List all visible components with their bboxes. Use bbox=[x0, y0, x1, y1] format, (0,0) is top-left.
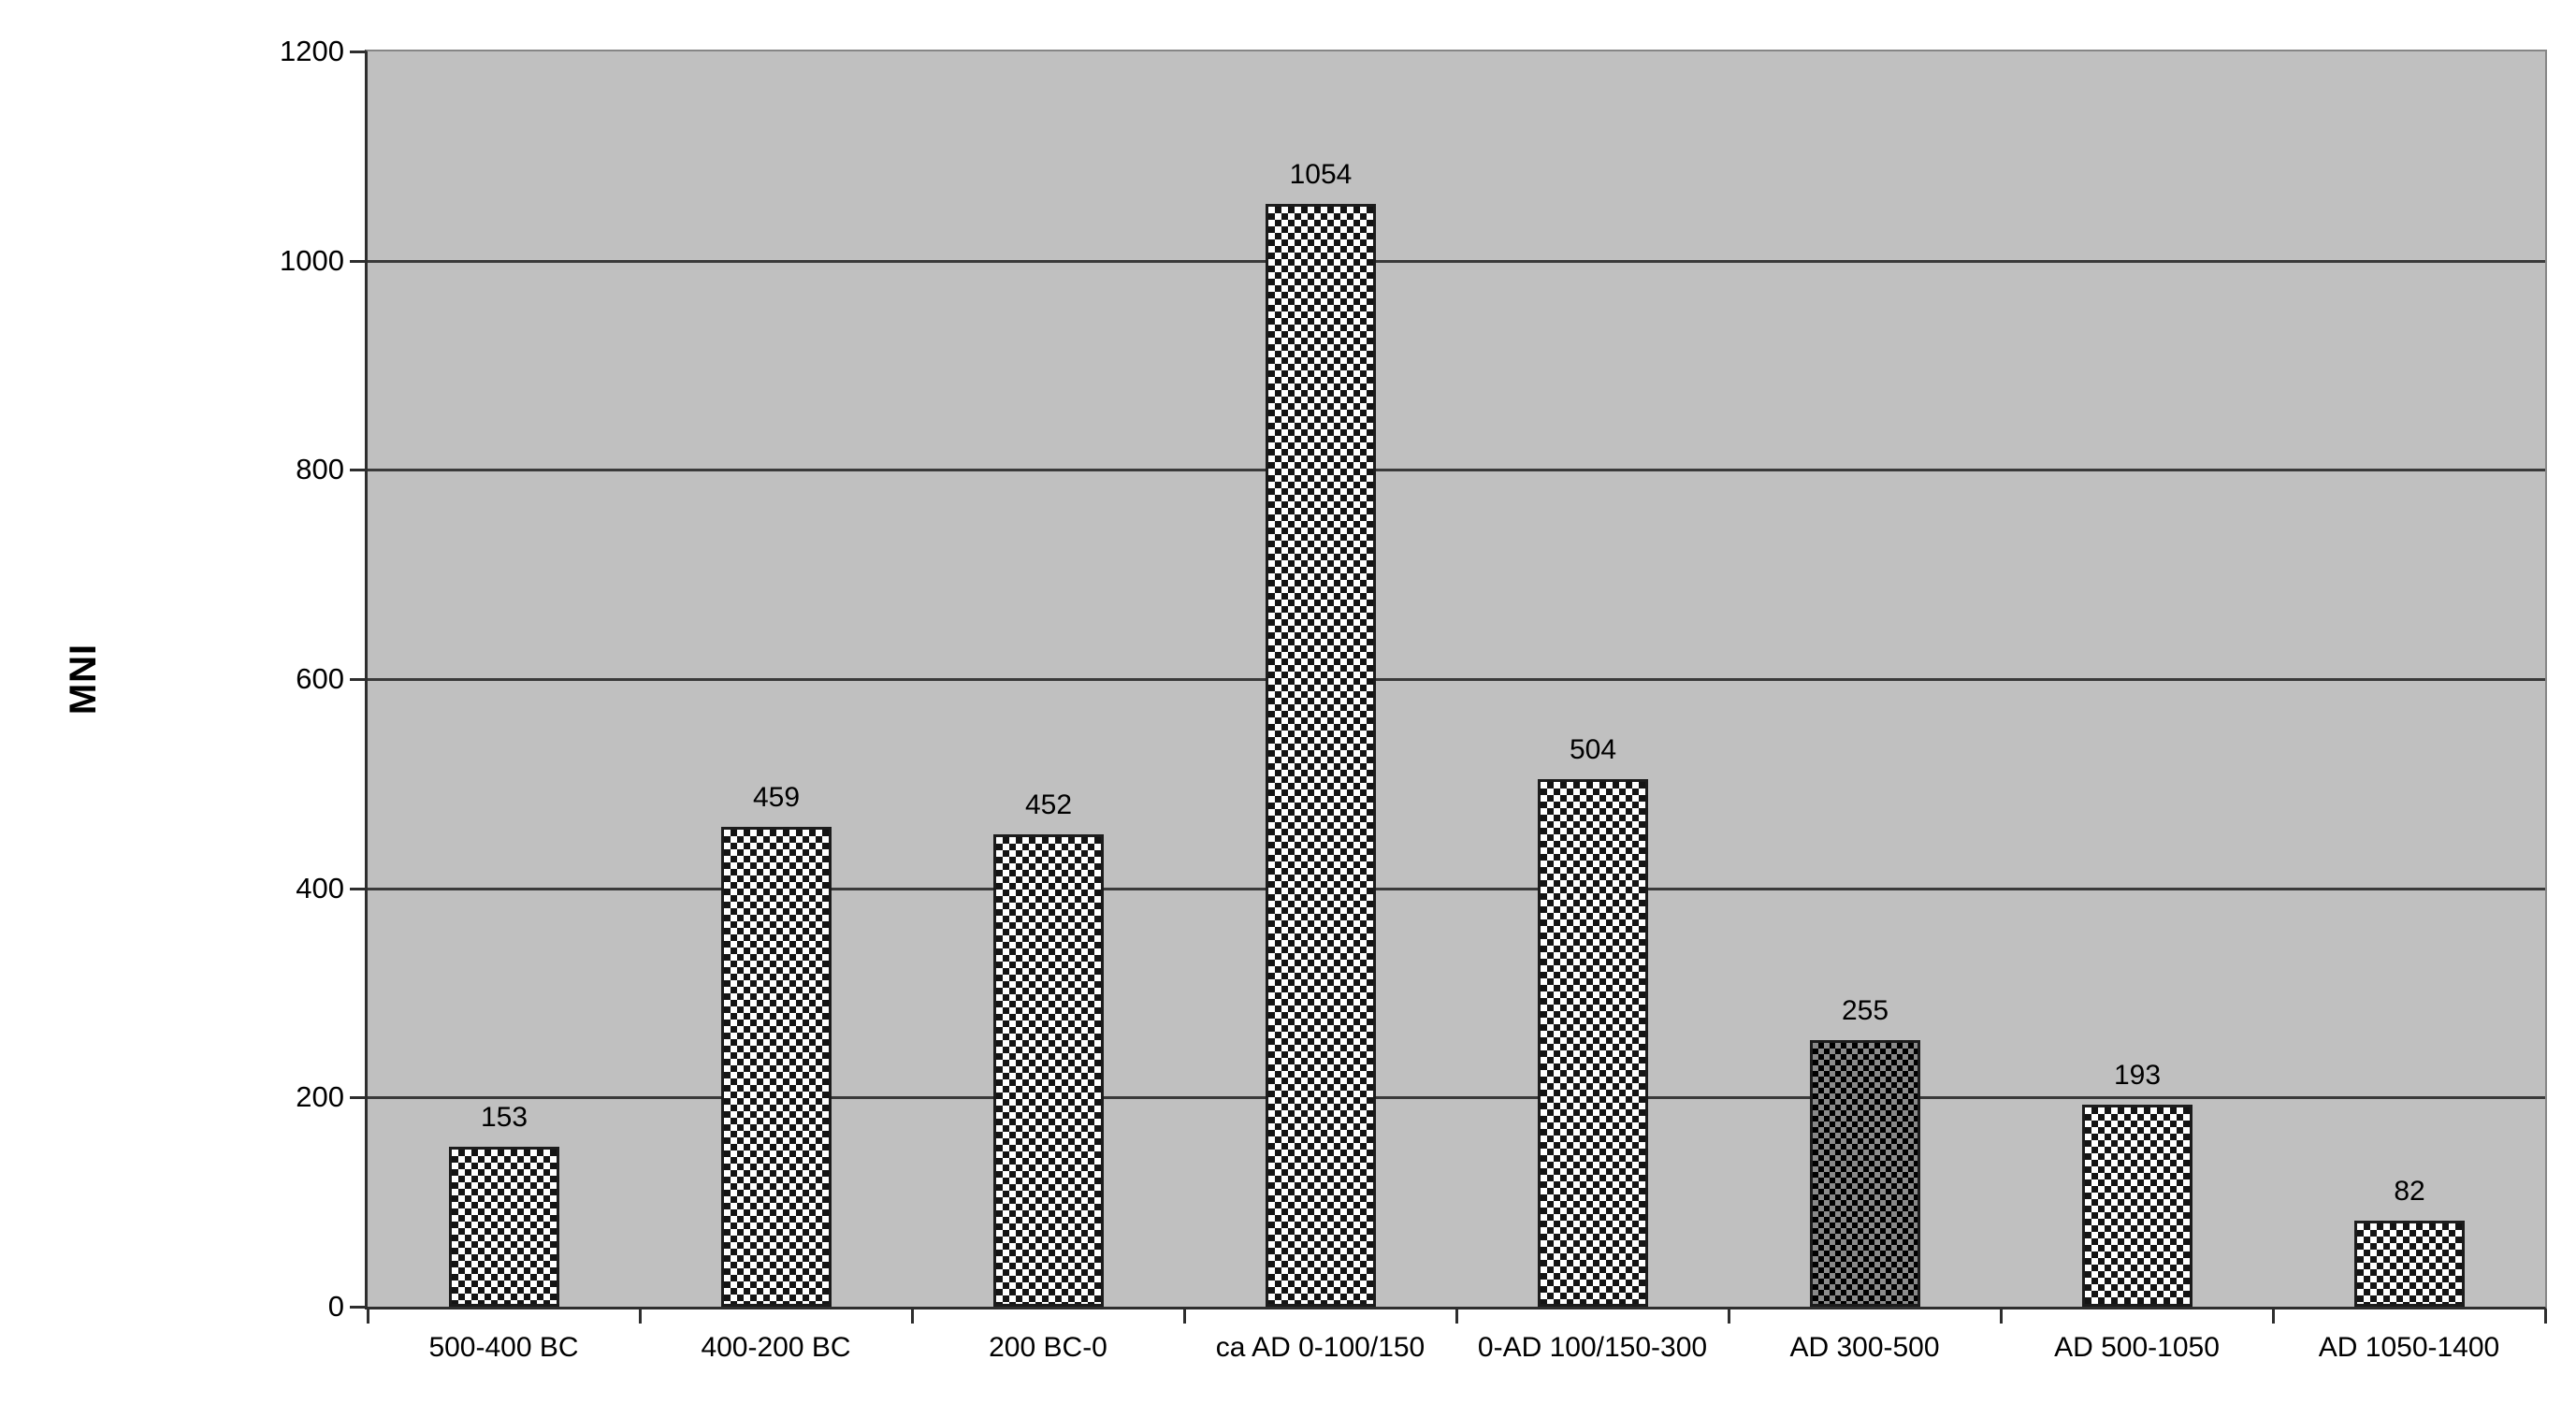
bar-value-label: 459 bbox=[752, 782, 801, 813]
gridline-800 bbox=[368, 469, 2545, 471]
ytick-label-0: 0 bbox=[327, 1290, 344, 1323]
bar-500-400 BC bbox=[449, 1147, 559, 1307]
xtick-mark-3 bbox=[1183, 1309, 1186, 1324]
bar-value-label: 504 bbox=[1569, 734, 1617, 765]
xtick-mark-1 bbox=[639, 1309, 642, 1324]
ytick-label-200: 200 bbox=[296, 1080, 344, 1113]
xcat-label: 400-200 BC bbox=[701, 1332, 851, 1363]
xtick-mark-6 bbox=[2000, 1309, 2003, 1324]
ytick-mark-1200 bbox=[350, 51, 365, 53]
xcat-label: 200 BC-0 bbox=[989, 1332, 1107, 1363]
xcat-label: 0-AD 100/150-300 bbox=[1477, 1332, 1708, 1363]
bar-value-label: 452 bbox=[1024, 789, 1073, 820]
xtick-mark-2 bbox=[911, 1309, 914, 1324]
bar-AD 300-500 bbox=[1810, 1040, 1920, 1307]
ytick-label-1000: 1000 bbox=[280, 244, 344, 277]
bar-400-200 BC bbox=[721, 827, 832, 1307]
ytick-mark-400 bbox=[350, 888, 365, 890]
ytick-mark-800 bbox=[350, 469, 365, 471]
xcat-label: 500-400 BC bbox=[428, 1332, 579, 1363]
ytick-label-1200: 1200 bbox=[280, 35, 344, 67]
gridline-200 bbox=[368, 1096, 2545, 1099]
gridline-400 bbox=[368, 888, 2545, 890]
ytick-label-800: 800 bbox=[296, 453, 344, 485]
gridline-1000 bbox=[368, 260, 2545, 263]
bar-value-label: 255 bbox=[1841, 995, 1889, 1026]
bar-ca AD 0-100/150 bbox=[1266, 204, 1376, 1307]
xcat-label: AD 500-1050 bbox=[2054, 1332, 2220, 1363]
ytick-mark-0 bbox=[350, 1306, 365, 1309]
ytick-mark-1000 bbox=[350, 260, 365, 263]
xtick-mark-8 bbox=[2544, 1309, 2547, 1324]
bar-AD 500-1050 bbox=[2082, 1105, 2192, 1307]
xcat-label: AD 1050-1400 bbox=[2318, 1332, 2500, 1363]
gridline-600 bbox=[368, 678, 2545, 681]
ytick-label-400: 400 bbox=[296, 872, 344, 904]
xtick-mark-0 bbox=[367, 1309, 369, 1324]
xtick-mark-5 bbox=[1728, 1309, 1730, 1324]
xcat-label: AD 300-500 bbox=[1789, 1332, 1940, 1363]
bar-0-AD 100/150-300 bbox=[1538, 779, 1648, 1307]
bar-value-label: 153 bbox=[480, 1102, 528, 1133]
xtick-mark-7 bbox=[2272, 1309, 2275, 1324]
bar-value-label: 1054 bbox=[1289, 159, 1353, 190]
bar-200 BC-0 bbox=[993, 834, 1104, 1307]
xcat-label: ca AD 0-100/150 bbox=[1215, 1332, 1425, 1363]
plot-area: 153 459 452 1054 504 255 193 82 bbox=[365, 50, 2547, 1309]
ytick-mark-600 bbox=[350, 678, 365, 681]
ytick-label-600: 600 bbox=[296, 662, 344, 695]
bar-AD 1050-1400 bbox=[2354, 1221, 2465, 1307]
xtick-mark-4 bbox=[1455, 1309, 1458, 1324]
ytick-mark-200 bbox=[350, 1096, 365, 1099]
bar-value-label: 82 bbox=[2394, 1176, 2425, 1207]
bar-value-label: 193 bbox=[2113, 1060, 2162, 1091]
